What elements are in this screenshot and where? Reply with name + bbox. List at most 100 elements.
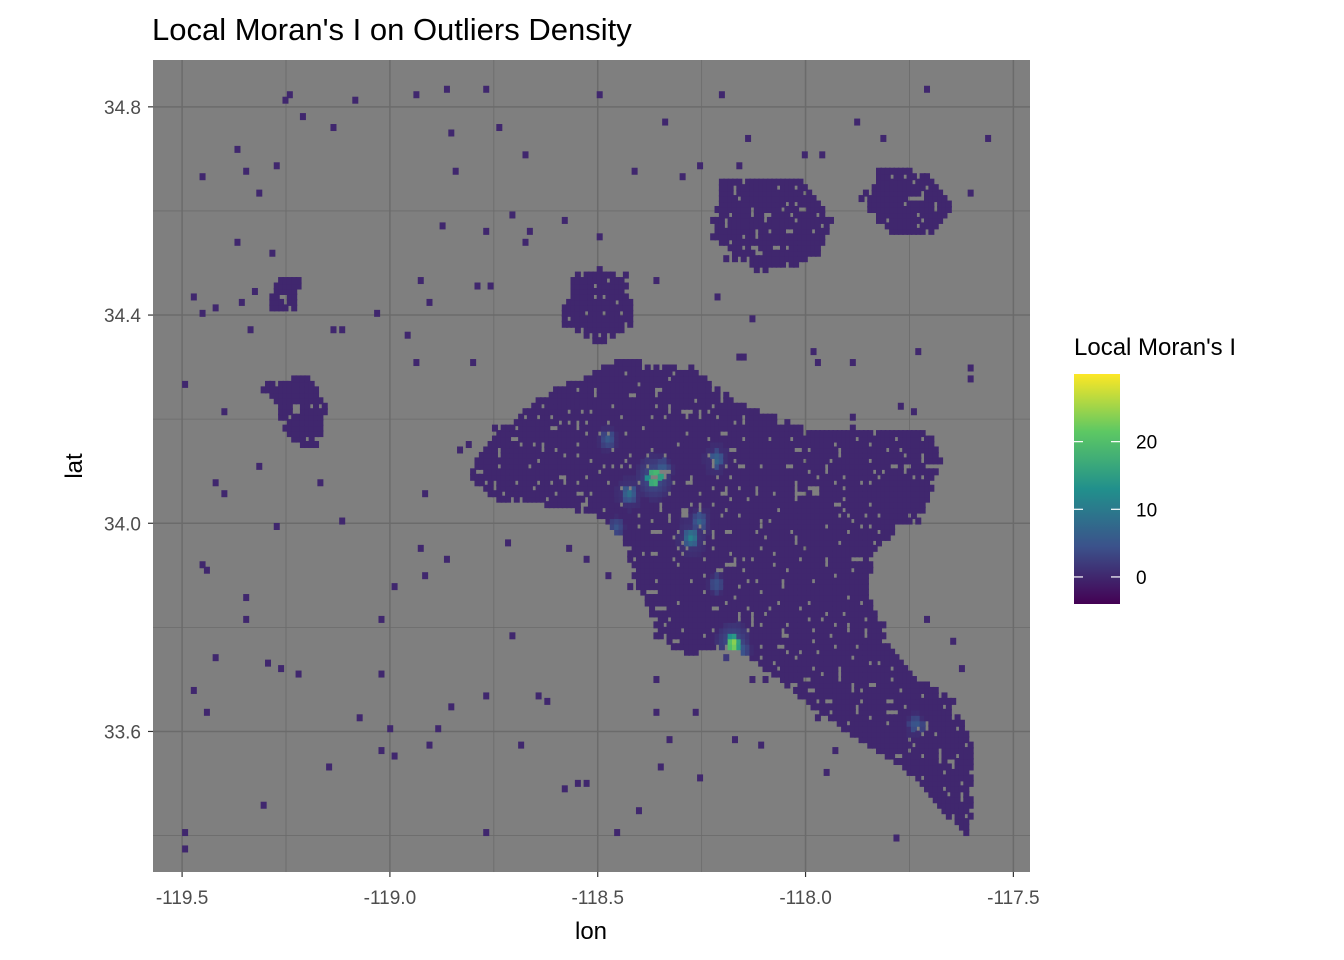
heatmap-tile bbox=[862, 435, 869, 443]
heatmap-tile bbox=[596, 315, 603, 323]
heatmap-tile bbox=[705, 528, 712, 536]
heatmap-tile bbox=[876, 686, 883, 694]
heatmap-tile bbox=[893, 654, 900, 662]
heatmap-tile bbox=[286, 277, 293, 285]
heatmap-tile bbox=[731, 484, 738, 492]
heatmap-tile bbox=[814, 643, 821, 651]
heatmap-tile bbox=[779, 260, 786, 268]
heatmap-tile bbox=[928, 468, 935, 476]
heatmap-tile bbox=[775, 615, 782, 623]
heatmap-tile bbox=[544, 408, 551, 416]
heatmap-tile bbox=[958, 730, 965, 738]
heatmap-tile bbox=[932, 184, 939, 192]
heatmap-tile bbox=[295, 391, 302, 399]
heatmap-tile bbox=[701, 451, 708, 459]
heatmap-tile bbox=[897, 703, 904, 711]
heatmap-tile bbox=[771, 424, 778, 432]
heatmap-tile bbox=[679, 594, 686, 602]
heatmap-tile bbox=[544, 490, 551, 498]
heatmap-tile bbox=[889, 451, 896, 459]
heatmap-tile bbox=[915, 216, 922, 224]
heatmap-tile bbox=[601, 408, 608, 416]
heatmap-tile bbox=[714, 632, 721, 640]
heatmap-tile bbox=[308, 397, 315, 405]
heatmap-tile bbox=[697, 435, 704, 443]
heatmap-tile bbox=[876, 211, 883, 219]
heatmap-tile bbox=[308, 441, 315, 449]
heatmap-tile bbox=[308, 419, 315, 427]
heatmap-tile bbox=[854, 714, 861, 722]
heatmap-tile bbox=[819, 654, 826, 662]
heatmap-tile bbox=[692, 528, 699, 536]
heatmap-tile bbox=[775, 430, 782, 438]
heatmap-tile bbox=[561, 490, 568, 498]
heatmap-tile bbox=[688, 364, 695, 372]
heatmap-tile bbox=[256, 189, 263, 197]
heatmap-tile bbox=[705, 533, 712, 541]
heatmap-tile bbox=[784, 216, 791, 224]
heatmap-tile bbox=[937, 796, 944, 804]
heatmap-tile bbox=[854, 451, 861, 459]
heatmap-tile bbox=[697, 594, 704, 602]
heatmap-tile bbox=[801, 501, 808, 509]
heatmap-tile bbox=[889, 670, 896, 678]
heatmap-tile bbox=[614, 457, 621, 465]
heatmap-tile bbox=[862, 533, 869, 541]
heatmap-tile bbox=[806, 490, 813, 498]
heatmap-tile bbox=[924, 189, 931, 197]
heatmap-tile bbox=[797, 692, 804, 700]
heatmap-tile bbox=[749, 435, 756, 443]
heatmap-tile bbox=[727, 424, 734, 432]
heatmap-tile bbox=[819, 703, 826, 711]
heatmap-tile bbox=[679, 479, 686, 487]
heatmap-tile bbox=[745, 244, 752, 252]
heatmap-tile bbox=[845, 457, 852, 465]
heatmap-tile bbox=[644, 397, 651, 405]
heatmap-tile bbox=[775, 468, 782, 476]
heatmap-tile bbox=[718, 632, 725, 640]
heatmap-tile bbox=[897, 495, 904, 503]
heatmap-tile bbox=[544, 424, 551, 432]
heatmap-tile bbox=[723, 233, 730, 241]
heatmap-tile bbox=[670, 397, 677, 405]
heatmap-tile bbox=[941, 211, 948, 219]
heatmap-tile bbox=[500, 462, 507, 470]
heatmap-tile bbox=[727, 233, 734, 241]
heatmap-tile bbox=[666, 550, 673, 558]
heatmap-tile bbox=[801, 211, 808, 219]
heatmap-tile bbox=[854, 599, 861, 607]
heatmap-tile bbox=[871, 479, 878, 487]
heatmap-tile bbox=[657, 533, 664, 541]
heatmap-tile bbox=[614, 359, 621, 367]
heatmap-tile bbox=[884, 222, 891, 230]
heatmap-tile bbox=[740, 637, 747, 645]
heatmap-tile bbox=[749, 495, 756, 503]
heatmap-tile bbox=[832, 697, 839, 705]
heatmap-tile bbox=[627, 533, 634, 541]
heatmap-tile bbox=[841, 594, 848, 602]
heatmap-tile bbox=[697, 479, 704, 487]
heatmap-tile bbox=[801, 533, 808, 541]
heatmap-tile bbox=[897, 479, 904, 487]
heatmap-tile bbox=[758, 506, 765, 514]
heatmap-tile bbox=[601, 419, 608, 427]
heatmap-tile bbox=[570, 495, 577, 503]
heatmap-tile bbox=[500, 451, 507, 459]
heatmap-tile bbox=[771, 184, 778, 192]
heatmap-tile bbox=[723, 588, 730, 596]
heatmap-tile bbox=[740, 615, 747, 623]
heatmap-tile bbox=[862, 457, 869, 465]
heatmap-tile bbox=[810, 621, 817, 629]
heatmap-tile bbox=[596, 495, 603, 503]
heatmap-tile bbox=[627, 413, 634, 421]
heatmap-tile bbox=[854, 670, 861, 678]
heatmap-tile bbox=[596, 402, 603, 410]
heatmap-tile bbox=[758, 244, 765, 252]
heatmap-tile bbox=[902, 211, 909, 219]
heatmap-tile bbox=[858, 659, 865, 667]
heatmap-tile bbox=[893, 216, 900, 224]
heatmap-tile bbox=[627, 364, 634, 372]
heatmap-tile bbox=[788, 637, 795, 645]
heatmap-tile bbox=[640, 413, 647, 421]
heatmap-tile bbox=[522, 457, 529, 465]
